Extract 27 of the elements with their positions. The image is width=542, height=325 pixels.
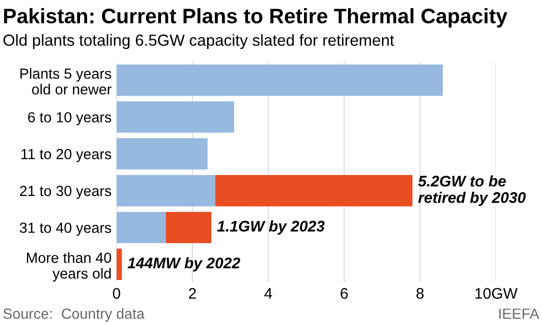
annotation: 1.1GW by 2023 xyxy=(217,220,325,235)
bar xyxy=(116,212,166,244)
y-tick-label: Plants 5 years old or newer xyxy=(20,68,112,95)
x-tick-label: 2 xyxy=(188,288,196,299)
text: IEEFA xyxy=(499,308,540,319)
chart-subtitle: Old plants totaling 6.5GW capacity slated for retirement xyxy=(3,34,394,50)
y-tick-label: 21 to 30 years xyxy=(20,186,112,199)
bar xyxy=(166,212,212,244)
bar xyxy=(215,175,412,206)
y-tick-label: 6 to 10 years xyxy=(28,112,112,126)
bar xyxy=(116,248,122,280)
y-tick-label: 11 to 20 years xyxy=(21,148,112,162)
x-tick-label: 8 xyxy=(416,288,424,299)
annotation: 144MW by 2022 xyxy=(128,257,240,272)
annotation: 5.2GW to be retired by 2030 xyxy=(418,175,526,206)
x-tick-label: 10GW xyxy=(475,288,518,299)
bar xyxy=(116,101,234,133)
bar xyxy=(116,64,443,96)
y-tick-label: More than 40 years old xyxy=(26,252,112,282)
x-tick-label: 0 xyxy=(112,288,120,299)
bar xyxy=(116,175,216,206)
source-note: Source: Country data xyxy=(3,308,145,322)
x-tick-label: 4 xyxy=(264,288,272,299)
chart-title: Pakistan: Current Plans to Retire Thermal Capacity xyxy=(4,8,508,28)
y-tick-label: 31 to 40 years xyxy=(20,222,112,236)
x-tick-label: 6 xyxy=(340,288,348,299)
bar xyxy=(116,138,208,170)
